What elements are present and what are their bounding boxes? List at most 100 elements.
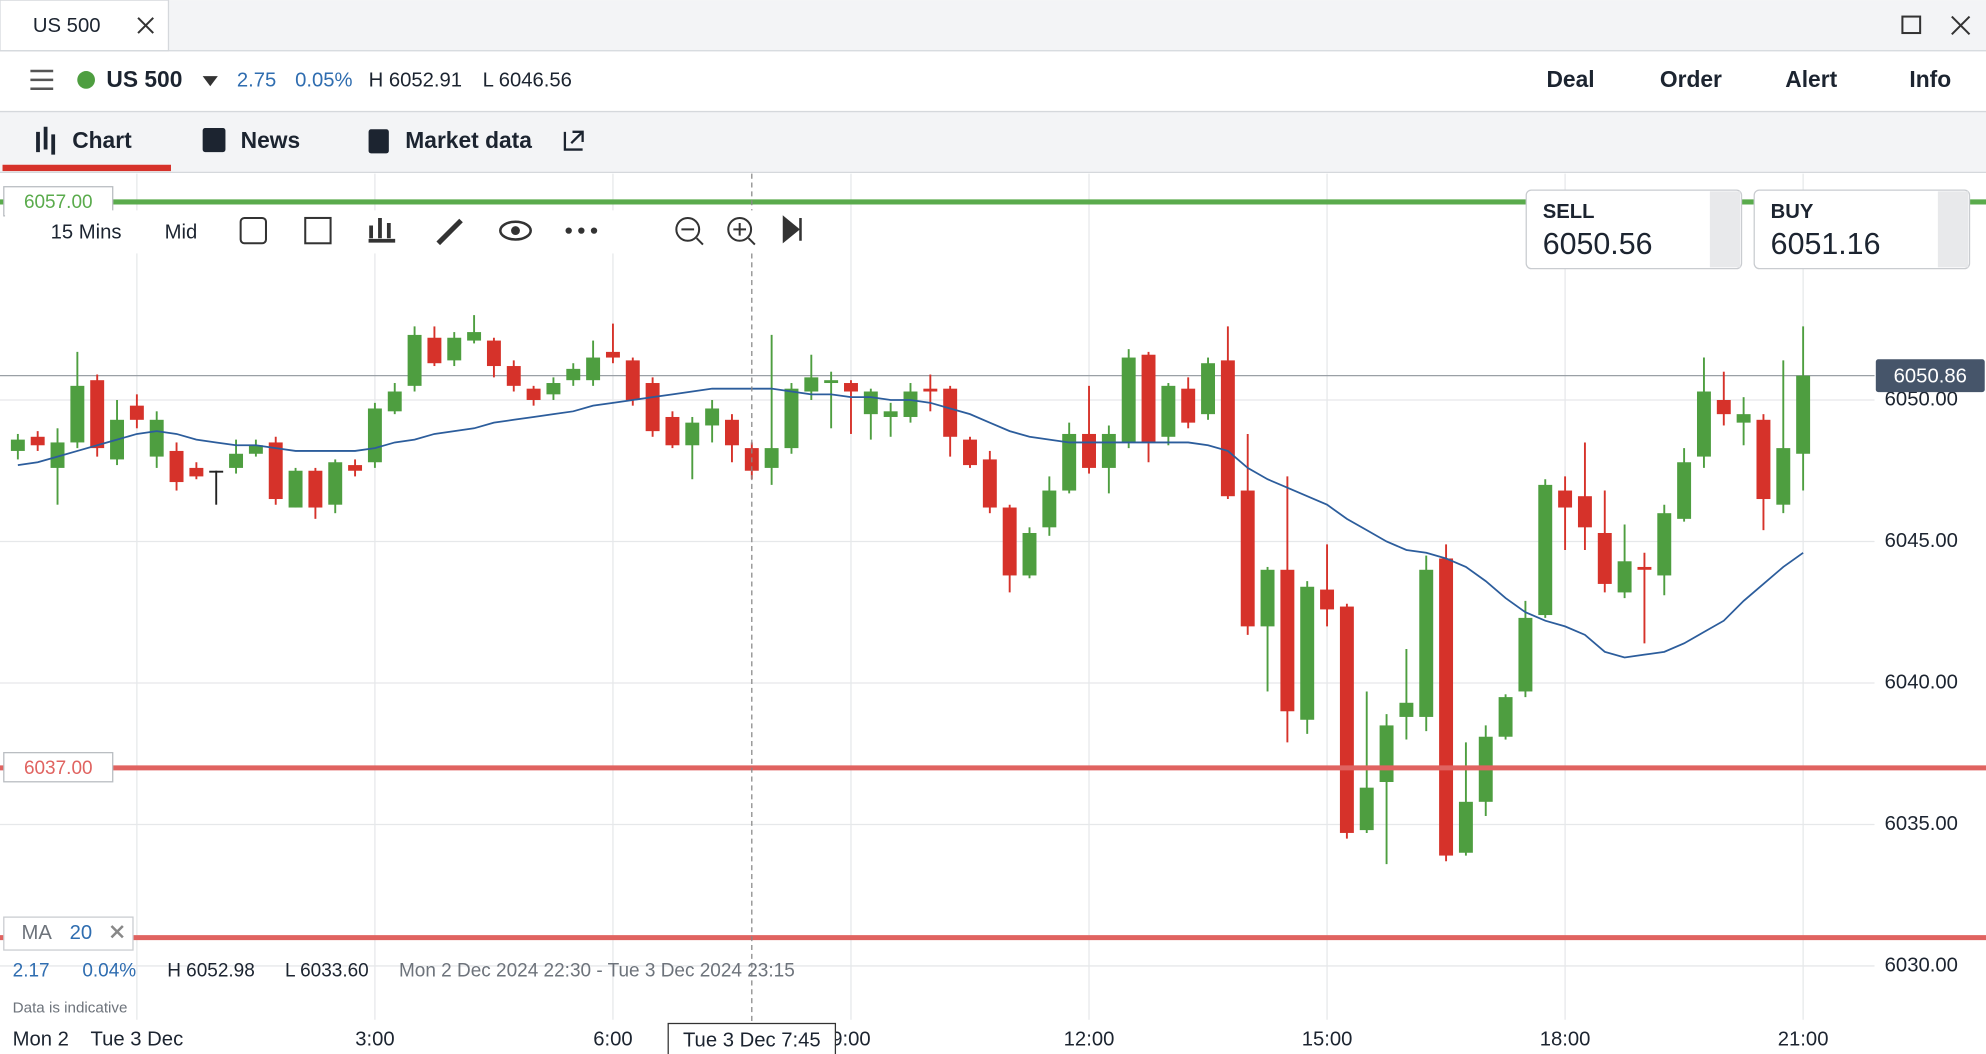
- zoom-out[interactable]: [675, 216, 701, 242]
- level-label-box: [3, 752, 114, 783]
- candle-body: [1101, 433, 1116, 468]
- candle-body: [1300, 586, 1315, 720]
- candle-body: [486, 340, 501, 367]
- sell-box[interactable]: [1525, 189, 1743, 270]
- candle-body: [605, 351, 620, 358]
- info-change: 2.17: [13, 961, 50, 982]
- buy-price: 6051.16: [1771, 227, 1881, 261]
- price-type[interactable]: Mid: [165, 222, 198, 244]
- buy-strip: [1937, 191, 1969, 268]
- candle-body: [665, 416, 680, 446]
- candle-body: [1141, 354, 1156, 443]
- x-tick-label: 6:00: [593, 1028, 632, 1050]
- remove-indicator[interactable]: [110, 925, 124, 939]
- candle-body: [824, 380, 839, 384]
- tool-icon[interactable]: [499, 220, 532, 241]
- candle-body: [1121, 357, 1136, 443]
- dropdown[interactable]: [202, 76, 218, 87]
- candle-body: [1696, 391, 1711, 457]
- candle-body: [586, 357, 601, 381]
- candle-body: [308, 470, 323, 508]
- x-tick-label: 12:00: [1064, 1028, 1115, 1050]
- market-icon: [368, 129, 389, 154]
- tab[interactable]: News: [241, 127, 301, 153]
- close-window[interactable]: [1951, 15, 1971, 36]
- tool-icon[interactable]: [239, 216, 267, 245]
- plot-area: 6030.00 6035.00 6040.00 6045.00 6050.00 Tue 3…: [0, 173, 1986, 1054]
- menu[interactable]: [30, 69, 54, 91]
- tool-icon[interactable]: [565, 227, 572, 234]
- candle-body: [467, 332, 482, 341]
- action[interactable]: Alert: [1785, 66, 1837, 92]
- tab[interactable]: Market data: [405, 127, 532, 153]
- candle-body: [784, 388, 799, 449]
- candle-body: [1082, 433, 1096, 468]
- last-price-label: 6050.86: [1894, 365, 1967, 387]
- candle-body: [1756, 419, 1771, 500]
- candle-body: [566, 368, 581, 381]
- sell-strip: [1709, 191, 1741, 268]
- candle-body: [883, 411, 898, 417]
- candle-body: [943, 388, 958, 437]
- zoom-in[interactable]: [727, 216, 753, 242]
- indicator-period: 20: [70, 922, 93, 944]
- maximize[interactable]: [1901, 15, 1922, 35]
- tool-icon[interactable]: [304, 216, 332, 245]
- tool-icon: [578, 227, 585, 234]
- tab[interactable]: Chart: [72, 127, 132, 153]
- zoom-in: [733, 223, 756, 246]
- candle-body: [1320, 589, 1335, 610]
- candle-body: [1002, 507, 1017, 576]
- candle-body: [30, 436, 45, 446]
- info-note: Data is indicative: [13, 999, 128, 1016]
- interval[interactable]: 15 Mins: [51, 222, 122, 244]
- level-label: 6037.00: [24, 758, 93, 779]
- action[interactable]: Deal: [1546, 66, 1594, 92]
- action[interactable]: Order: [1660, 66, 1722, 92]
- candle-body: [963, 439, 977, 466]
- candle-body: [705, 408, 720, 426]
- candle-body: [1280, 569, 1295, 712]
- indicator-chip[interactable]: [3, 916, 134, 951]
- candle-body: [427, 337, 442, 364]
- change: 2.75: [237, 70, 276, 92]
- candle-body: [546, 383, 561, 395]
- candle-body: [1518, 617, 1533, 692]
- candle-body: [1339, 606, 1354, 833]
- tool-icon[interactable]: [436, 218, 463, 246]
- candle-body: [1736, 414, 1751, 423]
- candle-body: [1498, 697, 1513, 737]
- go-to-end[interactable]: [782, 215, 802, 244]
- y-tick-label: 6040.00: [1885, 671, 1958, 693]
- external-icon: [563, 130, 584, 151]
- candle-body: [1260, 569, 1275, 627]
- tool-icon: [511, 226, 520, 236]
- window-tab[interactable]: [0, 0, 170, 52]
- change-pct: 0.05%: [295, 70, 352, 92]
- x-tick-label: 9:00: [831, 1028, 870, 1050]
- candle-body: [685, 422, 700, 446]
- candle-body: [229, 453, 244, 468]
- crosshair-label: Tue 3 Dec 7:45: [683, 1030, 821, 1052]
- candle-body: [328, 462, 343, 505]
- buy-box[interactable]: [1753, 189, 1971, 270]
- close-tab[interactable]: [137, 17, 154, 34]
- candle-body: [526, 388, 541, 400]
- candle-body: [248, 445, 263, 454]
- candle-body: [1022, 532, 1037, 576]
- y-tick-label: 6050.00: [1885, 388, 1958, 410]
- candle-body: [367, 408, 382, 463]
- symbol[interactable]: US 500: [106, 66, 182, 92]
- ma-line: [17, 387, 1804, 659]
- news-icon: [202, 128, 226, 153]
- info-low: L 6033.60: [285, 961, 369, 982]
- tool-icon[interactable]: [368, 217, 396, 243]
- status-dot: [77, 71, 95, 89]
- candle-body: [804, 377, 819, 392]
- candle-body: [268, 442, 283, 500]
- x-tick-label: 3:00: [355, 1028, 394, 1050]
- action[interactable]: Info: [1909, 66, 1951, 92]
- candle-body: [1577, 496, 1592, 528]
- candle-body: [447, 337, 462, 361]
